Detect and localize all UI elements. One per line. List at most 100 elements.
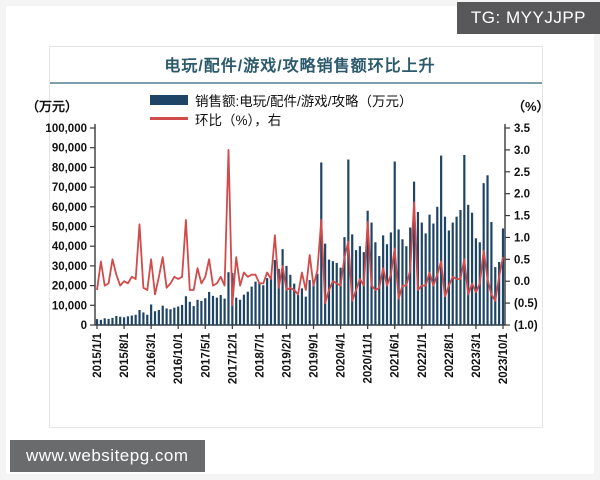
sales-bar (339, 267, 342, 325)
left-axis-tick-label: 70,000 (52, 182, 87, 194)
sales-bar (169, 309, 172, 325)
right-axis-tick-label: 1.5 (514, 211, 531, 223)
sales-bar (281, 249, 284, 325)
chart-legend: 销售额:电玩/配件/游戏/攻略（万元） 环比（%），右 (150, 90, 413, 128)
sales-bar (490, 221, 493, 325)
sales-bar (99, 319, 102, 325)
sales-bar (180, 304, 184, 325)
sales-bar (115, 315, 118, 325)
bar-swatch-icon (150, 94, 188, 105)
sales-bar (382, 235, 385, 325)
sales-bar (146, 314, 149, 325)
sales-bar (374, 242, 377, 325)
sales-mom-chart: 100,000 90,000 80,000 70,000 60,000 50,000 40,… (45, 123, 538, 384)
left-axis-tick-label: 30,000 (52, 261, 87, 273)
sales-bar (412, 181, 416, 325)
sales-bar (343, 237, 346, 325)
sales-bar (316, 273, 319, 325)
sales-bar (184, 296, 188, 325)
right-axis-tick-label: 2.5 (514, 167, 531, 179)
sales-bar (459, 209, 462, 325)
left-axis-tick-label: 40,000 (52, 241, 87, 253)
sales-bar (397, 229, 400, 325)
sales-bar (470, 212, 474, 325)
sales-bar (235, 297, 238, 325)
sales-bar (111, 317, 114, 325)
sales-bar (463, 154, 466, 325)
sales-bar (126, 316, 130, 325)
left-axis-tick-label: 0 (81, 320, 87, 332)
tg-badge: TG: MYYJJPP (456, 2, 600, 34)
chart-svg: 100,000 90,000 80,000 70,000 60,000 50,000 40,… (45, 123, 538, 384)
sales-bar (320, 162, 323, 325)
sales-bar (416, 211, 420, 325)
legend-sales-label: 销售额:电玩/配件/游戏/攻略（万元） (195, 93, 413, 109)
sales-bar (250, 286, 253, 325)
sales-bar (308, 280, 311, 325)
right-axis-tick-label: 1.0 (514, 232, 530, 244)
sales-bar (277, 268, 280, 325)
sales-bar (451, 222, 454, 325)
sales-bar (378, 256, 381, 325)
sales-bar (95, 319, 99, 325)
sales-bar (161, 305, 164, 325)
right-axis-tick-label: 3.5 (514, 123, 531, 135)
right-axis-tick-label: 0.5 (514, 254, 531, 266)
chart-title: 电玩/配件/游戏/攻略销售额环比上升 (164, 58, 436, 75)
sales-bar (293, 283, 296, 325)
right-axis-tick-label: 0.0 (514, 276, 530, 288)
x-axis-tick-label: 2023/10/1 (498, 332, 510, 384)
sales-bar (436, 206, 439, 325)
x-axis-tick-label: 2020/11/1 (363, 332, 375, 383)
legend-mom-label: 环比（%），右 (195, 112, 282, 128)
x-axis-tick-label: 2015/8/1 (119, 332, 131, 377)
x-axis-tick-label: 2016/10/1 (173, 332, 185, 384)
right-axis-tick-label: (0.5) (514, 298, 538, 310)
sales-bar (366, 210, 369, 325)
left-axis-tick-label: 20,000 (52, 281, 87, 293)
sales-bar (122, 317, 126, 325)
watermark-badge: www.websitepg.com (10, 440, 205, 472)
title-underline (50, 82, 542, 84)
right-axis-tick-label: (1.0) (514, 320, 538, 332)
x-axis-tick-label: 2015/1/1 (92, 332, 104, 377)
left-axis-tick-label: 10,000 (52, 300, 87, 312)
x-axis-tick-label: 2017/5/1 (200, 332, 212, 377)
x-axis-tick-label: 2020/4/1 (336, 332, 348, 377)
sales-bar (358, 246, 362, 325)
sales-bar (103, 318, 106, 325)
sales-bar (204, 298, 207, 325)
sales-bar (254, 281, 257, 325)
sales-bar (196, 299, 199, 325)
sales-bar (119, 316, 122, 325)
sales-bar (312, 283, 315, 325)
sales-bar (285, 265, 288, 325)
sales-bar (238, 299, 242, 325)
right-axis-unit: （%） (512, 99, 550, 114)
sales-bar (428, 214, 431, 325)
sales-bar (501, 228, 505, 325)
sales-bar (192, 306, 195, 325)
sales-bar (242, 294, 246, 325)
sales-bar (447, 230, 450, 325)
left-axis-tick-label: 80,000 (52, 162, 87, 174)
left-axis-tick-label: 100,000 (45, 123, 87, 135)
sales-bar (440, 155, 443, 325)
sales-bar (219, 295, 222, 325)
x-axis-tick-label: 2022/8/1 (444, 332, 456, 377)
sales-bar (177, 306, 180, 325)
sales-bar (389, 232, 392, 325)
sales-bar (165, 308, 168, 325)
x-axis-tick-label: 2022/1/1 (417, 332, 429, 377)
sales-bar (173, 307, 176, 325)
sales-bar (409, 227, 412, 325)
left-axis-tick-label: 90,000 (52, 143, 87, 155)
mom-line (96, 148, 504, 307)
sales-bar (420, 222, 423, 325)
x-axis-tick-label: 2016/3/1 (146, 332, 158, 377)
sales-bar (467, 204, 470, 325)
x-axis-tick-label: 2018/7/1 (254, 332, 266, 377)
sales-bar (474, 238, 478, 325)
sales-bar (266, 278, 269, 325)
sales-bar (208, 291, 211, 325)
